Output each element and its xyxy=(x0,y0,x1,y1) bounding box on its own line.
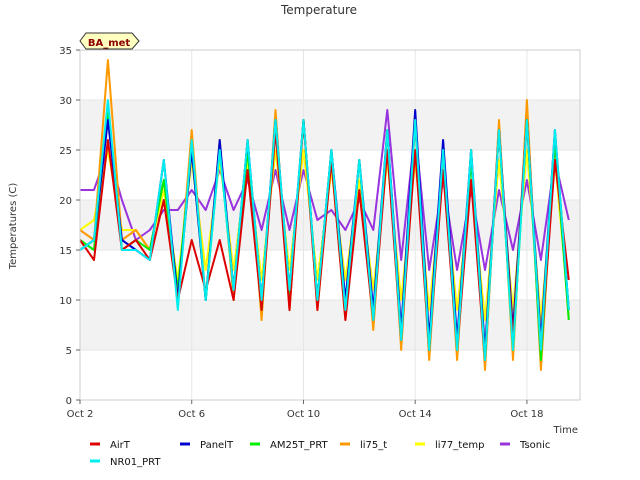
legend-label: PanelT xyxy=(200,440,234,451)
series-line-nr01-prt xyxy=(79,99,570,361)
x-tick-label: Oct 10 xyxy=(287,409,320,420)
band-25-30 xyxy=(80,100,580,150)
y-axis-label: Temperatures (C) xyxy=(8,183,19,271)
legend-label: li77_temp xyxy=(435,440,484,451)
y-tick-label: 25 xyxy=(59,146,72,157)
y-tick-label: 0 xyxy=(66,396,72,407)
legend-label: AM25T_PRT xyxy=(270,440,329,451)
legend-label: li75_t xyxy=(360,440,387,451)
legend-label: Tsonic xyxy=(519,440,550,451)
plot-frame xyxy=(79,49,581,401)
x-tick-label: Oct 6 xyxy=(178,409,205,420)
x-tick-label: Oct 2 xyxy=(67,409,94,420)
legend: AirT PanelT AM25T_PRT li75_t li77_temp Tsonic… xyxy=(90,440,550,468)
chart-title: Temperature xyxy=(280,3,357,17)
band-30-35 xyxy=(80,50,580,100)
badge-box xyxy=(79,32,140,50)
y-axis: 0 5 10 15 20 25 30 35 xyxy=(59,46,80,407)
site-badge: BA_met xyxy=(79,32,140,50)
badge-label: BA_met xyxy=(88,38,131,49)
y-tick-label: 5 xyxy=(66,346,72,357)
x-axis-label: Time xyxy=(553,425,578,436)
y-tick-label: 30 xyxy=(59,96,72,107)
y-tick-label: 10 xyxy=(59,296,72,307)
y-tick-label: 20 xyxy=(59,196,72,207)
x-tick-label: Oct 18 xyxy=(510,409,543,420)
series-lines xyxy=(79,59,570,371)
legend-label: AirT xyxy=(110,440,131,451)
y-tick-label: 35 xyxy=(59,46,72,57)
band-5-10 xyxy=(80,300,580,350)
x-axis: Oct 2 Oct 6 Oct 10 Oct 14 Oct 18 xyxy=(67,400,544,420)
band-0-5 xyxy=(80,350,580,400)
y-tick-label: 15 xyxy=(59,246,72,257)
x-tick-label: Oct 14 xyxy=(399,409,432,420)
band-10-15 xyxy=(80,250,580,300)
legend-label: NR01_PRT xyxy=(110,457,161,468)
